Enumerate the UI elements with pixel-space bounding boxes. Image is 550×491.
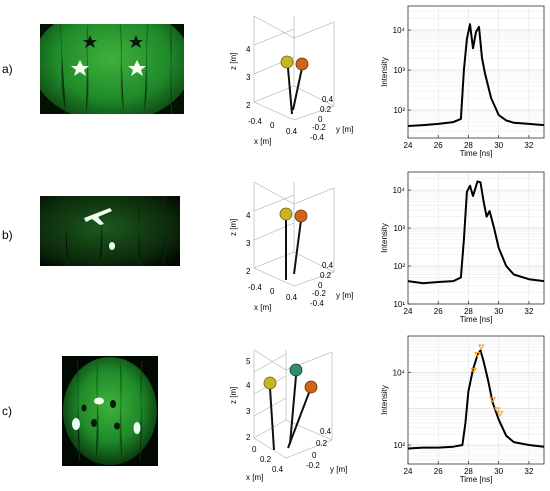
tick-x: -0.4 bbox=[248, 283, 262, 292]
axis-label-y: y [m] bbox=[336, 291, 353, 300]
y-tick-label: 10³ bbox=[393, 224, 405, 233]
tick-y: 0.4 bbox=[320, 427, 332, 436]
axes3d-plot-a: z [m] 4 3 2 -0.4 0 0.4 x [m] 0.4 0.2 0 -… bbox=[229, 15, 353, 146]
tick-z: 4 bbox=[246, 381, 251, 390]
tick-y: -0.4 bbox=[310, 299, 324, 308]
x-axis-label: Time [ns] bbox=[460, 149, 493, 158]
tick-y: 0 bbox=[312, 451, 317, 460]
tick-y: -0.2 bbox=[306, 461, 320, 470]
scene-photo-c bbox=[62, 356, 158, 466]
scene-photo-b bbox=[40, 195, 180, 267]
tick-x: 0 bbox=[252, 445, 257, 454]
peak-marker bbox=[474, 351, 481, 358]
intensity-chart-b: 24 26 28 30 32 10¹ 10² 10³ 10⁴ Time [ns] Intensity bbox=[380, 171, 545, 324]
axis-label-y: y [m] bbox=[336, 125, 353, 134]
peak-marker bbox=[493, 407, 501, 413]
axis-label-z: z [m] bbox=[229, 53, 238, 70]
y-axis-label: Intensity bbox=[380, 223, 389, 253]
tick-z: 3 bbox=[246, 73, 251, 82]
tick-y: -0.4 bbox=[310, 133, 324, 142]
x-tick-label: 28 bbox=[464, 141, 473, 150]
tick-z: 3 bbox=[246, 407, 251, 416]
y-tick-label: 10³ bbox=[393, 66, 405, 75]
plot-frame bbox=[407, 171, 545, 305]
plot-frame bbox=[407, 5, 545, 139]
y-tick-label: 10² bbox=[393, 106, 405, 115]
x-tick-label: 24 bbox=[404, 307, 413, 316]
y-tick-label: 10² bbox=[393, 262, 405, 271]
tick-z: 4 bbox=[246, 45, 251, 54]
intensity-chart-c: 24 26 28 30 32 10² 10⁴ Time [ns] Intensity bbox=[380, 335, 545, 484]
y-tick-label: 10⁴ bbox=[393, 186, 406, 195]
tick-y: 0.2 bbox=[320, 105, 332, 114]
axis-label-x: x [m] bbox=[254, 137, 271, 146]
tick-y: 0.2 bbox=[320, 271, 332, 280]
y-tick-label: 10² bbox=[393, 441, 405, 450]
y-axis-label: Intensity bbox=[380, 57, 389, 87]
x-tick-label: 28 bbox=[464, 307, 473, 316]
x-tick-label: 32 bbox=[524, 307, 533, 316]
x-tick-label: 30 bbox=[494, 307, 503, 316]
tick-x: 0.2 bbox=[260, 455, 272, 464]
x-axis-label: Time [ns] bbox=[460, 315, 493, 324]
intensity-series-line bbox=[407, 23, 545, 127]
intensity-chart-a: 24 26 28 30 32 10² 10³ 10⁴ Time [ns] Intensity bbox=[380, 5, 545, 158]
tick-y: -0.2 bbox=[312, 123, 326, 132]
tick-z: 2 bbox=[246, 101, 251, 110]
x-tick-label: 32 bbox=[524, 467, 533, 476]
x-tick-label: 26 bbox=[434, 307, 443, 316]
scene-photo-a bbox=[32, 6, 192, 122]
peak-marker bbox=[477, 344, 485, 351]
axis-label-z: z [m] bbox=[229, 219, 238, 236]
tick-y: 0 bbox=[318, 281, 323, 290]
tick-y: 0.2 bbox=[316, 439, 328, 448]
x-tick-label: 32 bbox=[524, 141, 533, 150]
x-tick-label: 30 bbox=[494, 141, 503, 150]
x-tick-label: 24 bbox=[404, 141, 413, 150]
axes3d-plot-b: z [m] 4 3 2 -0.4 0 0.4 x [m] 0.4 0.2 0 -… bbox=[229, 181, 353, 312]
y-tick-label: 10⁴ bbox=[393, 368, 406, 377]
x-tick-label: 26 bbox=[434, 467, 443, 476]
tick-z: 2 bbox=[246, 433, 251, 442]
tick-y: 0 bbox=[318, 115, 323, 124]
x-tick-label: 30 bbox=[494, 467, 503, 476]
tick-x: 0 bbox=[270, 121, 275, 130]
tick-y: -0.2 bbox=[312, 289, 326, 298]
tick-z: 3 bbox=[246, 239, 251, 248]
axis-label-x: x [m] bbox=[254, 303, 271, 312]
y-tick-label: 10⁴ bbox=[393, 26, 406, 35]
tick-y: 0.4 bbox=[322, 95, 334, 104]
row-label-c: c) bbox=[2, 404, 12, 418]
tick-z: 2 bbox=[246, 267, 251, 276]
tick-x: 0.4 bbox=[286, 127, 298, 136]
tick-x: 0 bbox=[270, 287, 275, 296]
axes3d-plot-c: z [m] 5 4 3 2 0 0.2 0.4 x [m] 0.4 0.2 0 … bbox=[229, 349, 347, 482]
tick-x: -0.4 bbox=[248, 117, 262, 126]
peak-marker bbox=[496, 411, 504, 417]
tick-z: 4 bbox=[246, 211, 251, 220]
x-tick-label: 26 bbox=[434, 141, 443, 150]
intensity-series-line bbox=[407, 180, 545, 285]
axis-label-z: z [m] bbox=[229, 387, 238, 404]
plot-frame bbox=[407, 335, 545, 465]
tick-x: 0.4 bbox=[286, 293, 298, 302]
tick-x: 0.4 bbox=[272, 465, 284, 474]
peak-marker bbox=[470, 367, 478, 374]
x-axis-label: Time [ns] bbox=[460, 475, 493, 484]
tick-y: 0.4 bbox=[322, 261, 334, 270]
x-tick-label: 28 bbox=[464, 467, 473, 476]
row-label-a: a) bbox=[2, 62, 13, 76]
row-label-b: b) bbox=[2, 228, 13, 242]
tick-z: 5 bbox=[246, 357, 251, 366]
axis-label-y: y [m] bbox=[330, 465, 347, 474]
axis-label-x: x [m] bbox=[246, 473, 263, 482]
peak-marker bbox=[489, 397, 497, 403]
x-tick-label: 24 bbox=[404, 467, 413, 476]
y-tick-label: 10¹ bbox=[393, 300, 405, 309]
y-axis-label: Intensity bbox=[380, 385, 389, 415]
